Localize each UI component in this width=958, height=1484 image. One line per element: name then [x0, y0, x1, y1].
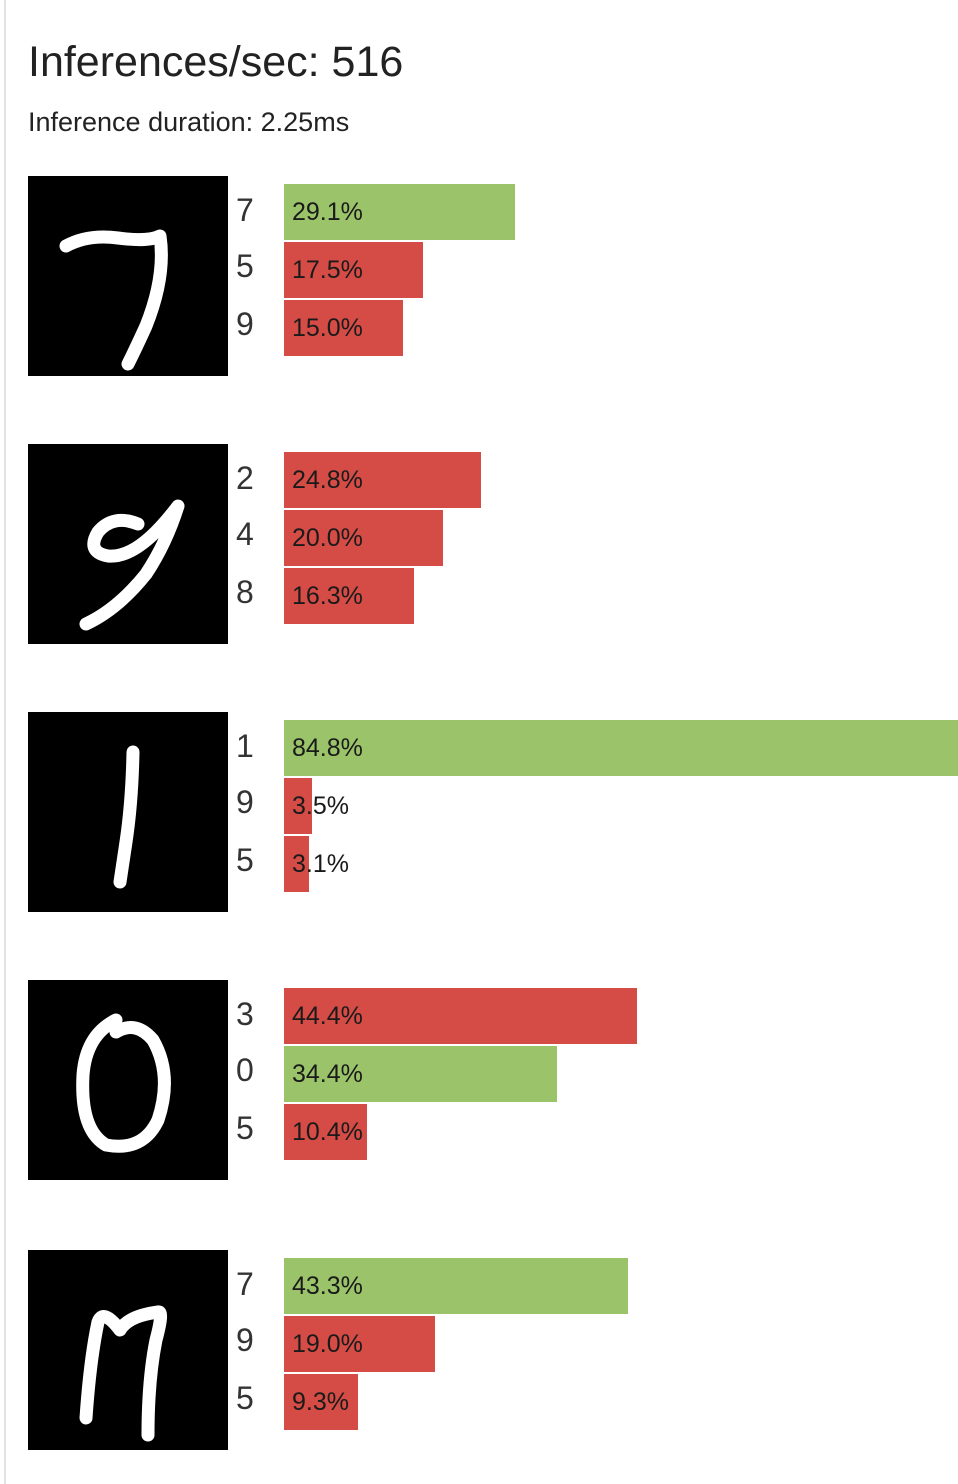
probability-label: 19.0% [292, 1330, 363, 1358]
sample-row: 7 43.3% 9 19.0% 5 9.3% [28, 1250, 958, 1450]
sample-row: 2 24.8% 4 20.0% 8 16.3% [28, 444, 958, 644]
probability-label: 24.8% [292, 466, 363, 494]
probability-label: 29.1% [292, 198, 363, 226]
probability-label: 84.8% [292, 734, 363, 762]
incorrect-prediction-bar [284, 1374, 358, 1430]
incorrect-prediction-bar [284, 1104, 367, 1160]
sample-row: 7 29.1% 5 17.5% 9 15.0% [28, 176, 958, 376]
probability-label: 10.4% [292, 1118, 363, 1146]
probability-label: 20.0% [292, 524, 363, 552]
incorrect-prediction-bar [284, 510, 443, 566]
prediction-class-label: 0 [236, 1052, 254, 1088]
prediction-class-label: 4 [236, 516, 254, 552]
prediction-class-label: 5 [236, 842, 254, 878]
prediction-class-label: 9 [236, 1322, 254, 1358]
prediction-class-label: 8 [236, 574, 254, 610]
probability-label: 44.4% [292, 1002, 363, 1030]
left-border [4, 0, 6, 1484]
probability-label: 16.3% [292, 582, 363, 610]
prediction-class-label: 9 [236, 306, 254, 342]
page-title: Inferences/sec: 516 [28, 38, 404, 86]
probability-label: 15.0% [292, 314, 363, 342]
probability-label: 9.3% [292, 1388, 349, 1416]
prediction-class-label: 1 [236, 728, 254, 764]
incorrect-prediction-bar [284, 452, 481, 508]
digit-image [28, 176, 228, 376]
probability-label: 34.4% [292, 1060, 363, 1088]
prediction-class-label: 9 [236, 784, 254, 820]
probability-label: 17.5% [292, 256, 363, 284]
prediction-class-label: 7 [236, 1266, 254, 1302]
prediction-class-label: 7 [236, 192, 254, 228]
prediction-class-label: 5 [236, 1380, 254, 1416]
incorrect-prediction-bar [284, 300, 403, 356]
incorrect-prediction-bar [284, 1316, 435, 1372]
prediction-class-label: 2 [236, 460, 254, 496]
digit-image [28, 1250, 228, 1450]
correct-prediction-bar [284, 720, 958, 776]
correct-prediction-bar [284, 1046, 557, 1102]
probability-label: 3.1% [292, 850, 349, 878]
incorrect-prediction-bar [284, 778, 312, 834]
incorrect-prediction-bar [284, 568, 414, 624]
incorrect-prediction-bar [284, 836, 309, 892]
incorrect-prediction-bar [284, 242, 423, 298]
prediction-class-label: 5 [236, 248, 254, 284]
sample-row: 1 84.8% 9 3.5% 5 3.1% [28, 712, 958, 912]
digit-image [28, 712, 228, 912]
correct-prediction-bar [284, 1258, 628, 1314]
digit-image [28, 444, 228, 644]
correct-prediction-bar [284, 184, 515, 240]
prediction-class-label: 5 [236, 1110, 254, 1146]
sample-row: 3 44.4% 0 34.4% 5 10.4% [28, 980, 958, 1180]
inference-duration: Inference duration: 2.25ms [28, 107, 350, 137]
probability-label: 43.3% [292, 1272, 363, 1300]
digit-image [28, 980, 228, 1180]
probability-label: 3.5% [292, 792, 349, 820]
incorrect-prediction-bar [284, 988, 637, 1044]
prediction-class-label: 3 [236, 996, 254, 1032]
